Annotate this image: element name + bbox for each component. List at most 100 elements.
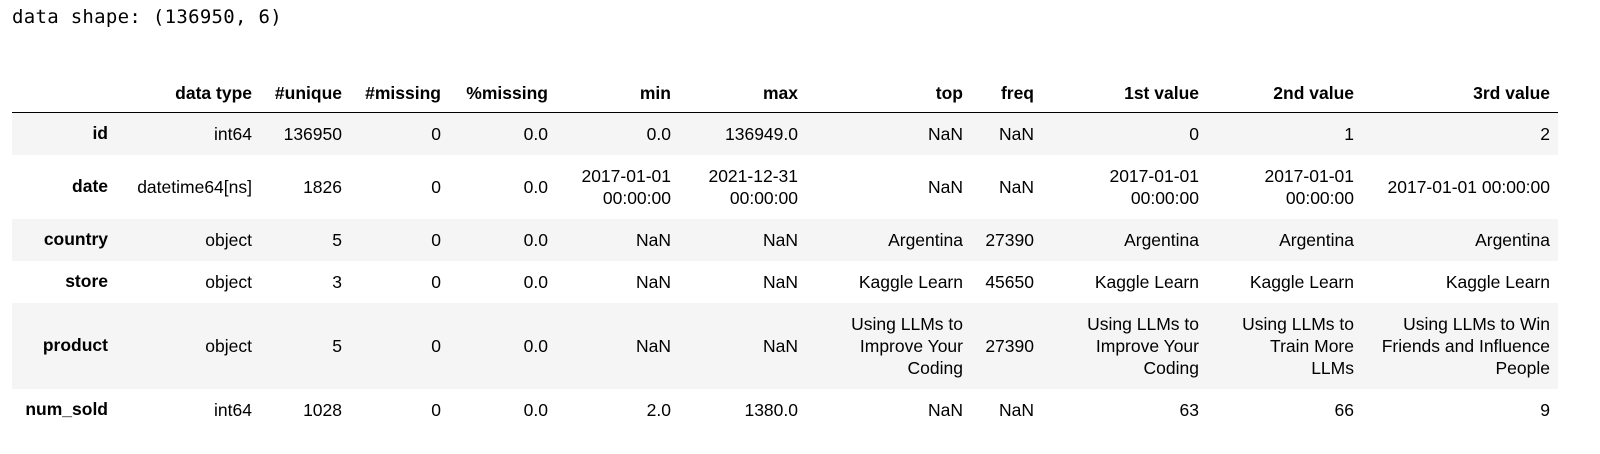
table-cell: 9 <box>1540 399 1550 420</box>
cell-text: Using LLMs to Improve Your Coding <box>1087 313 1199 378</box>
column-header: data type <box>116 72 260 113</box>
table-cell: 5 <box>332 335 342 356</box>
table-cell: 0.0 <box>523 229 548 250</box>
column-header: #missing <box>350 72 449 113</box>
table-cell: NaN <box>998 176 1034 197</box>
table-cell: Kaggle Learn <box>858 271 963 292</box>
table-cell: Kaggle Learn <box>1445 271 1550 292</box>
table-cell: 0 <box>431 176 441 197</box>
table-row: product object 5 0 0.0 NaN NaN Using LLM… <box>12 302 1558 389</box>
table-cell: Kaggle Learn <box>1249 271 1354 292</box>
table-cell: object <box>205 335 252 356</box>
data-shape-text: data shape: (136950, 6) <box>12 6 282 28</box>
table-cell: datetime64[ns] <box>137 176 252 197</box>
table-cell: Using LLMs to Improve Your Coding <box>1042 303 1207 389</box>
table-cell: Using LLMs to Win Friends and Influence … <box>1362 303 1558 389</box>
table-row: country object 5 0 0.0 NaN NaN Argentina… <box>12 218 1558 261</box>
table-cell: Argentina <box>1279 229 1354 250</box>
table-cell: int64 <box>214 399 252 420</box>
table-cell: 136949.0 <box>725 123 798 144</box>
table-cell: 27390 <box>985 335 1034 356</box>
column-header: 3rd value <box>1362 72 1558 113</box>
table-cell: NaN <box>635 335 671 356</box>
table-cell: 2.0 <box>646 399 671 420</box>
table-cell: 1380.0 <box>744 399 798 420</box>
row-label: date <box>72 176 108 196</box>
cell-text: 2017-01-01 00:00:00 <box>581 165 671 208</box>
table-cell: 3 <box>332 271 342 292</box>
column-header: min <box>556 72 679 113</box>
table-cell: 5 <box>332 229 342 250</box>
table-cell: 66 <box>1334 399 1354 420</box>
table-cell: NaN <box>927 176 963 197</box>
table-cell: 63 <box>1179 399 1199 420</box>
table-cell: 0.0 <box>523 335 548 356</box>
table-cell: Argentina <box>1124 229 1199 250</box>
table-row: date datetime64[ns] 1826 0 0.0 2017-01-0… <box>12 154 1558 219</box>
table-cell: 0 <box>431 271 441 292</box>
table-cell: NaN <box>762 229 798 250</box>
table-cell: 2017-01-01 00:00:00 <box>1207 155 1362 219</box>
table-cell: int64 <box>214 123 252 144</box>
column-header <box>12 72 116 113</box>
table-cell: NaN <box>635 271 671 292</box>
table-cell: NaN <box>998 123 1034 144</box>
cell-text: 2017-01-01 00:00:00 <box>1264 165 1354 208</box>
table-row: store object 3 0 0.0 NaN NaN Kaggle Lear… <box>12 260 1558 303</box>
column-header: top <box>806 72 971 113</box>
row-label: product <box>42 335 108 355</box>
table-cell: NaN <box>927 399 963 420</box>
table-cell: 0 <box>431 335 441 356</box>
cell-text: Using LLMs to Win Friends and Influence … <box>1381 313 1550 378</box>
table-cell: Kaggle Learn <box>1094 271 1199 292</box>
table-cell: Argentina <box>1475 229 1550 250</box>
table-cell: Using LLMs to Train More LLMs <box>1207 303 1362 389</box>
table-row: num_sold int64 1028 0 0.0 2.0 1380.0 NaN… <box>12 388 1558 431</box>
column-header: max <box>679 72 806 113</box>
table-cell: NaN <box>762 271 798 292</box>
table-cell: 2 <box>1540 123 1550 144</box>
table-header-row: data type #unique #missing %missing min … <box>12 72 1558 113</box>
row-label: country <box>43 229 108 249</box>
dataframe-table: data type #unique #missing %missing min … <box>12 72 1558 431</box>
table-cell: 1 <box>1344 123 1354 144</box>
table-cell: 2017-01-01 00:00:00 <box>1042 155 1207 219</box>
cell-text: Using LLMs to Improve Your Coding <box>851 313 963 378</box>
table-cell: 1826 <box>303 176 342 197</box>
table-cell: 0 <box>431 229 441 250</box>
row-label: id <box>92 123 108 144</box>
cell-text: 2021-12-31 00:00:00 <box>708 165 798 208</box>
table-cell: 2021-12-31 00:00:00 <box>679 155 806 219</box>
table-cell: 0 <box>431 399 441 420</box>
table-cell: 136950 <box>283 123 342 144</box>
column-header: %missing <box>449 72 556 113</box>
table-cell: NaN <box>998 399 1034 420</box>
row-label: store <box>65 271 108 291</box>
table-cell: 0.0 <box>523 399 548 420</box>
table-cell: 0.0 <box>523 271 548 292</box>
table-cell: 1028 <box>303 399 342 420</box>
cell-text: Using LLMs to Train More LLMs <box>1242 313 1354 378</box>
table-cell: object <box>205 271 252 292</box>
table-cell: 0.0 <box>646 123 671 144</box>
table-cell: 27390 <box>985 229 1034 250</box>
column-header: #unique <box>260 72 350 113</box>
table-cell: 0 <box>1189 123 1199 144</box>
table-cell: 2017-01-01 00:00:00 <box>556 155 679 219</box>
table-cell: NaN <box>762 335 798 356</box>
column-header: freq <box>971 72 1042 113</box>
table-cell: Using LLMs to Improve Your Coding <box>806 303 971 389</box>
table-cell: NaN <box>635 229 671 250</box>
table-cell: object <box>205 229 252 250</box>
table-row: id int64 136950 0 0.0 0.0 136949.0 NaN N… <box>12 112 1558 155</box>
row-label: num_sold <box>25 399 108 419</box>
table-cell: 0.0 <box>523 123 548 144</box>
cell-text: 2017-01-01 00:00:00 <box>1109 165 1199 208</box>
table-cell: NaN <box>927 123 963 144</box>
table-cell: 45650 <box>985 271 1034 292</box>
table-cell: 0 <box>431 123 441 144</box>
table-cell: Argentina <box>888 229 963 250</box>
column-header: 2nd value <box>1207 72 1362 113</box>
table-cell: 0.0 <box>523 176 548 197</box>
